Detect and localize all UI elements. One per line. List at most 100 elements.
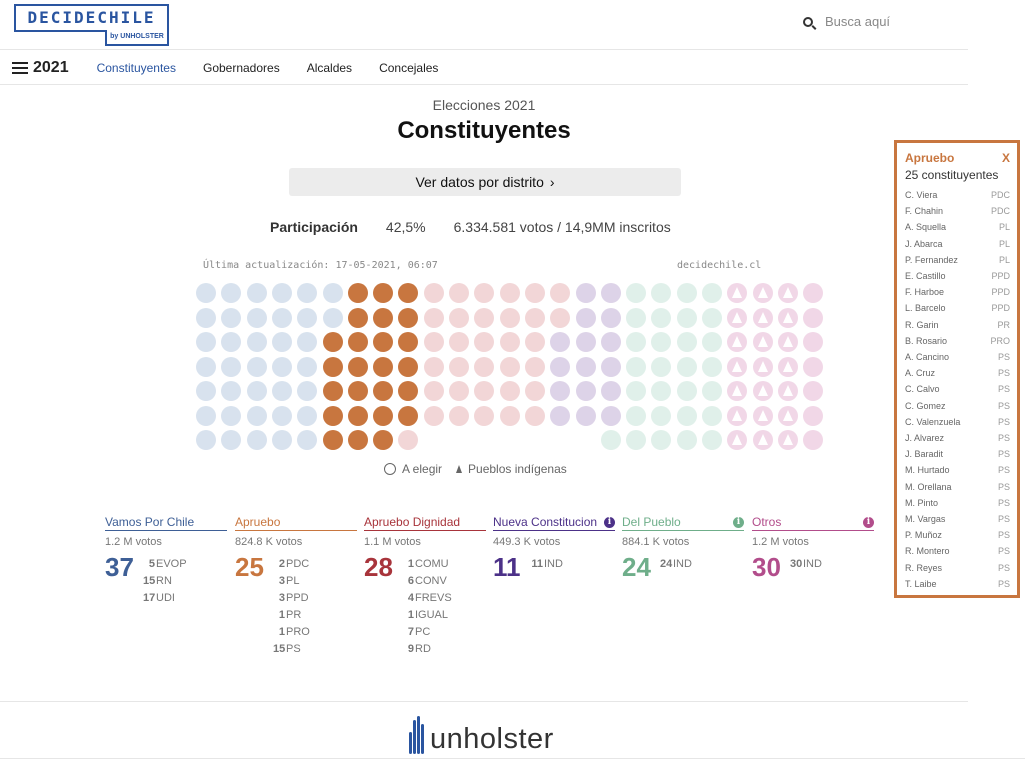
seat-dot[interactable] (500, 308, 520, 328)
seat-dot[interactable] (398, 430, 418, 450)
seat-dot[interactable] (323, 357, 343, 377)
seat-dot[interactable] (398, 283, 418, 303)
coalition-column[interactable]: Vamos Por Chile 1.2 M votos 37 5EVOP 15RN 17U… (105, 502, 227, 607)
seat-dot[interactable] (525, 283, 545, 303)
seat-dot[interactable] (525, 308, 545, 328)
search-input[interactable] (825, 14, 915, 29)
indigenous-seat[interactable] (778, 308, 798, 328)
member-row[interactable]: C. Calvo PS (905, 381, 1010, 397)
seat-dot[interactable] (398, 381, 418, 401)
seat-dot[interactable] (474, 332, 494, 352)
seat-dot[interactable] (373, 430, 393, 450)
seat-dot[interactable] (626, 308, 646, 328)
indigenous-seat[interactable] (727, 406, 747, 426)
seat-dot[interactable] (221, 357, 241, 377)
info-icon[interactable]: i (604, 517, 615, 528)
tab-alcaldes[interactable]: Alcaldes (306, 61, 353, 75)
coalition-column[interactable]: Apruebo Dignidad 1.1 M votos 28 1COMU 6CONV 4… (364, 502, 486, 658)
seat-dot[interactable] (677, 283, 697, 303)
seat-dot[interactable] (803, 430, 823, 450)
seat-dot[interactable] (424, 283, 444, 303)
indigenous-seat[interactable] (753, 381, 773, 401)
seat-dot[interactable] (272, 283, 292, 303)
seat-dot[interactable] (702, 430, 722, 450)
seat-dot[interactable] (323, 332, 343, 352)
seat-dot[interactable] (323, 430, 343, 450)
seat-dot[interactable] (196, 430, 216, 450)
seat-dot[interactable] (272, 357, 292, 377)
seat-dot[interactable] (449, 283, 469, 303)
seat-dot[interactable] (677, 357, 697, 377)
member-row[interactable]: F. Harboe PPD (905, 284, 1010, 300)
indigenous-seat[interactable] (727, 308, 747, 328)
coalition-name[interactable]: Otros (752, 515, 782, 529)
seat-dot[interactable] (550, 308, 570, 328)
seat-dot[interactable] (221, 406, 241, 426)
indigenous-seat[interactable] (727, 381, 747, 401)
seat-dot[interactable] (550, 357, 570, 377)
year-selector[interactable]: 2021 (33, 59, 69, 76)
seat-dot[interactable] (474, 406, 494, 426)
seat-dot[interactable] (373, 406, 393, 426)
seat-dot[interactable] (221, 430, 241, 450)
seat-dot[interactable] (424, 406, 444, 426)
seat-dot[interactable] (348, 357, 368, 377)
seat-dot[interactable] (247, 357, 267, 377)
coalition-name[interactable]: Apruebo (235, 515, 281, 529)
seat-dot[interactable] (626, 381, 646, 401)
seat-dot[interactable] (626, 357, 646, 377)
seat-dot[interactable] (474, 308, 494, 328)
seat-dot[interactable] (247, 283, 267, 303)
seat-dot[interactable] (297, 357, 317, 377)
seat-dot[interactable] (449, 357, 469, 377)
seat-dot[interactable] (677, 381, 697, 401)
seat-dot[interactable] (373, 357, 393, 377)
seat-dot[interactable] (196, 308, 216, 328)
seat-dot[interactable] (297, 406, 317, 426)
seat-dot[interactable] (398, 332, 418, 352)
seat-dot[interactable] (500, 332, 520, 352)
seat-dot[interactable] (803, 381, 823, 401)
seat-dot[interactable] (272, 308, 292, 328)
member-row[interactable]: R. Reyes PS (905, 560, 1010, 576)
seat-dot[interactable] (247, 381, 267, 401)
seat-dot[interactable] (323, 381, 343, 401)
district-data-button[interactable]: Ver datos por distrito › (289, 168, 681, 196)
indigenous-seat[interactable] (778, 357, 798, 377)
seat-dot[interactable] (474, 357, 494, 377)
member-row[interactable]: R. Garin PR (905, 317, 1010, 333)
coalition-column[interactable]: Apruebo 824.8 K votos 25 2PDC 3PL 3PPD 1PR 1PRO… (235, 502, 357, 658)
seat-dot[interactable] (500, 283, 520, 303)
member-row[interactable]: L. Barcelo PPD (905, 300, 1010, 316)
seat-dot[interactable] (702, 283, 722, 303)
seat-dot[interactable] (626, 332, 646, 352)
indigenous-seat[interactable] (753, 283, 773, 303)
seat-dot[interactable] (651, 308, 671, 328)
seat-dot[interactable] (247, 406, 267, 426)
seat-dot[interactable] (576, 406, 596, 426)
seat-dot[interactable] (651, 283, 671, 303)
indigenous-seat[interactable] (778, 381, 798, 401)
indigenous-seat[interactable] (727, 332, 747, 352)
seat-dot[interactable] (601, 357, 621, 377)
seat-dot[interactable] (525, 406, 545, 426)
seat-dot[interactable] (702, 332, 722, 352)
seat-dot[interactable] (221, 381, 241, 401)
member-row[interactable]: B. Rosario PRO (905, 333, 1010, 349)
seat-dot[interactable] (272, 332, 292, 352)
indigenous-seat[interactable] (778, 332, 798, 352)
search-icon[interactable] (803, 16, 813, 27)
seat-dot[interactable] (651, 332, 671, 352)
member-row[interactable]: C. Gomez PS (905, 398, 1010, 414)
indigenous-seat[interactable] (753, 430, 773, 450)
indigenous-seat[interactable] (727, 357, 747, 377)
seat-dot[interactable] (702, 357, 722, 377)
member-row[interactable]: M. Pinto PS (905, 495, 1010, 511)
member-row[interactable]: J. Abarca PL (905, 236, 1010, 252)
indigenous-seat[interactable] (753, 332, 773, 352)
seat-dot[interactable] (601, 381, 621, 401)
coalition-column[interactable]: Nueva Constitucion i 449.3 K votos 11 11IND (493, 502, 615, 580)
seat-dot[interactable] (272, 381, 292, 401)
seat-dot[interactable] (550, 332, 570, 352)
seat-dot[interactable] (803, 308, 823, 328)
